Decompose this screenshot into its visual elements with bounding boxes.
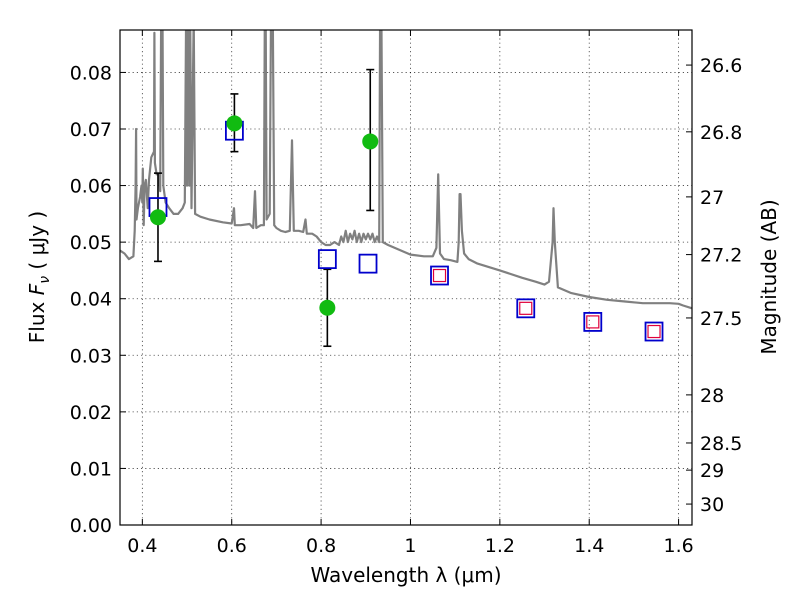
y-tick-label: 0.03 (70, 345, 112, 367)
y2-tick-label: 27 (700, 187, 724, 209)
y-tick-label: 0.04 (70, 289, 112, 311)
y2-tick-label: 27.2 (700, 245, 742, 267)
model-photometry-inner-box (586, 315, 600, 329)
y-axis-title-prefix: Flux (25, 295, 49, 343)
x-tick-label: 0.6 (217, 535, 247, 557)
y2-axis-title: Magnitude (AB) (757, 199, 781, 354)
y2-tick-label: 28 (700, 385, 724, 407)
model-photometry-inner-box (432, 268, 447, 283)
observed-photometry-point (226, 115, 243, 132)
y2-tick-label: 27.5 (700, 308, 742, 330)
y-axis-title-symbol: F (25, 283, 49, 295)
y-tick-label: 0.01 (70, 458, 112, 480)
y-tick-label: 0.05 (70, 232, 112, 254)
y-tick-label: 0.06 (70, 176, 112, 198)
grid-lines (120, 30, 692, 525)
observed-photometry-point (362, 133, 379, 150)
model-photometry-box (358, 253, 378, 274)
x-tick-label: 0.4 (127, 535, 157, 557)
model-photometry-box (317, 249, 337, 270)
model-photometry-box (516, 298, 536, 319)
y2-tick-label: 30 (700, 494, 724, 516)
x-ticks: 0.4 0.6 0.8 1 1.2 1.4 1.6 (127, 30, 694, 557)
y2-tick-label: 26.8 (700, 122, 742, 144)
y2-tick-label: 28.5 (700, 433, 742, 455)
x-tick-label: 1.2 (485, 535, 515, 557)
y-tick-label: 0.07 (70, 119, 112, 141)
y2-ticks: 26.6 26.8 27 27.2 27.5 28 28.5 29 30 (686, 55, 742, 516)
x-tick-label: 0.8 (306, 535, 336, 557)
model-photometry-inner-box (519, 301, 533, 315)
y-axis-title: Flux Fν ( μJy ) (25, 211, 53, 343)
y-tick-label: 0.00 (70, 515, 112, 537)
x-tick-label: 1 (404, 535, 416, 557)
model-photometry-inner-box (647, 324, 661, 339)
x-tick-label: 1.6 (663, 535, 693, 557)
observed-photometry-point (319, 299, 336, 316)
model-photometry-box (583, 312, 603, 332)
model-photometry-box (430, 265, 449, 286)
model-photometry-box (644, 321, 664, 342)
y-ticks: 0.00 0.01 0.02 0.03 0.04 0.05 0.06 0.07 0.08 (70, 62, 126, 537)
x-tick-label: 1.4 (574, 535, 604, 557)
plot-frame (119, 29, 693, 526)
observed-photometry-layer (149, 115, 379, 316)
y-tick-label: 0.02 (70, 402, 112, 424)
y2-tick-label: 26.6 (700, 55, 742, 77)
y-axis-title-subscript: ν (37, 276, 53, 284)
y2-tick-label: 29 (700, 460, 724, 482)
observed-photometry-point (149, 209, 166, 226)
y-axis-title-suffix: ( μJy ) (25, 211, 49, 276)
y-tick-label: 0.08 (70, 62, 112, 84)
x-axis-title: Wavelength λ (μm) (310, 563, 501, 587)
